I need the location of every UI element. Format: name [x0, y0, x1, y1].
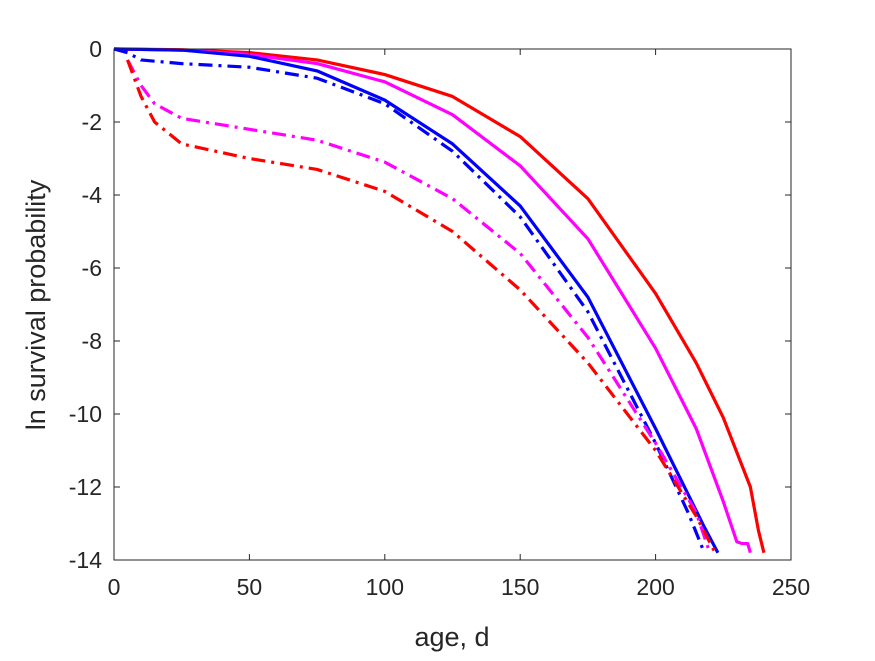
tick-layer: 0 50 100 150 200 250 0 -2 -4 -6 -8 -10 -12 -14 — [69, 36, 810, 600]
y-tick-label: -8 — [82, 328, 102, 354]
series-line-4 — [113, 47, 706, 554]
y-tick-label: -14 — [69, 547, 102, 573]
series-layer — [113, 47, 766, 554]
series-line-6 — [126, 59, 717, 554]
x-axis-label: age, d — [414, 622, 489, 652]
y-tick-label: -2 — [82, 109, 102, 135]
axes-box — [113, 48, 792, 561]
x-tick-label: 0 — [108, 574, 121, 600]
x-tick-label: 200 — [636, 574, 674, 600]
series-line-3 — [113, 47, 720, 554]
plot-area — [114, 49, 791, 560]
x-tick-label: 100 — [366, 574, 404, 600]
y-tick-label: -12 — [69, 474, 102, 500]
series-line-5 — [126, 59, 712, 554]
y-tick-label: -6 — [82, 255, 102, 281]
series-line-1 — [113, 47, 766, 554]
y-tick-label: -4 — [82, 182, 103, 208]
x-tick-label: 50 — [237, 574, 263, 600]
series-line-2 — [113, 47, 752, 554]
x-tick-label: 250 — [772, 574, 810, 600]
x-tick-label: 150 — [501, 574, 539, 600]
y-axis-label: ln survival probability — [21, 179, 51, 430]
y-tick-label: 0 — [89, 36, 102, 62]
y-tick-label: -10 — [69, 401, 102, 427]
